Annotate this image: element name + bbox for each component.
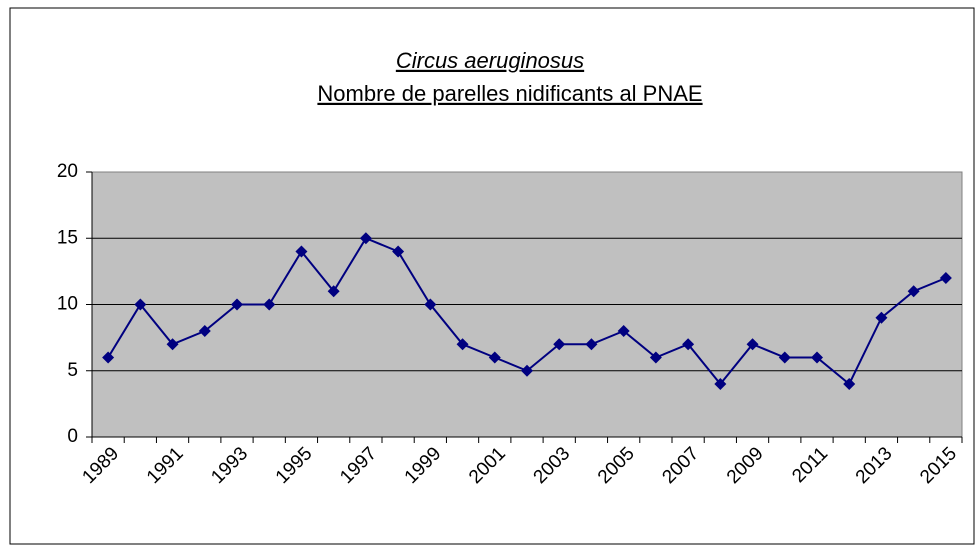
y-tick-label: 20 [57,161,78,182]
y-tick-label: 5 [67,360,78,381]
data-point [327,285,340,298]
data-point [102,351,115,364]
data-point [456,338,469,351]
data-point [714,378,727,390]
data-point [359,232,372,245]
data-point [682,338,695,351]
data-point [424,298,437,311]
data-point [939,272,952,284]
data-point [875,311,888,324]
data-point [488,351,501,364]
data-point [521,364,533,377]
data-point [134,298,147,311]
y-tick-label: 15 [57,227,78,248]
data-point [198,325,211,337]
data-point [778,351,791,364]
data-point [231,298,243,311]
data-point [907,285,920,298]
y-tick-label: 10 [57,294,78,315]
data-point [811,351,823,364]
data-point [392,245,405,258]
data-point [746,338,759,351]
data-point [263,298,276,311]
data-point [843,378,856,390]
data-point [617,325,630,337]
y-tick-label: 0 [67,426,78,447]
data-point [649,351,662,364]
chart-subtitle: Nombre de parelles nidificants al PNAE [317,81,702,106]
data-point [585,338,598,351]
chart-title: Circus aeruginosus [396,48,584,73]
data-point [166,338,179,351]
data-point [295,245,308,258]
data-point [553,338,566,351]
